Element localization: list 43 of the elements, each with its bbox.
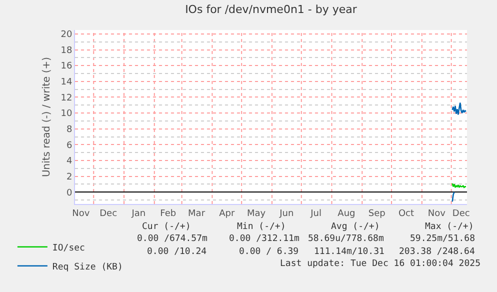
x-tick-label: Dec — [100, 208, 118, 219]
chart-title: IOs for /dev/nvme0n1 - by year — [185, 2, 358, 16]
y-tick-label: 8 — [66, 125, 72, 136]
x-tick-label: Sep — [368, 208, 386, 219]
x-tick-label: Apr — [219, 208, 235, 219]
legend-label: IO/sec — [52, 243, 85, 254]
legend-label: Req Size (KB) — [52, 262, 123, 272]
text: 111.14m/10.31 — [314, 247, 384, 257]
x-tick-label: Nov — [428, 208, 446, 219]
text: Min (-/+) — [237, 222, 286, 232]
text: Max (-/+) — [425, 222, 474, 232]
y-tick-label: 2 — [66, 172, 72, 182]
x-tick-label: Aug — [338, 208, 356, 219]
y-tick-label: 12 — [60, 93, 72, 104]
text: 58.69u/778.68m — [308, 234, 384, 244]
text: Avg (-/+) — [331, 222, 380, 232]
y-axis-title: Units read (-) / write (+) — [42, 56, 53, 178]
x-tick-label: Feb — [160, 208, 176, 219]
y-tick-label: 10 — [60, 109, 72, 120]
text: Cur (-/+) — [142, 222, 191, 232]
line-series — [452, 102, 467, 116]
y-tick-label: 20 — [60, 30, 72, 40]
y-tick-label: 6 — [66, 140, 72, 151]
text: 0.00 / 6.39 — [239, 247, 299, 257]
text: 59.25m/51.68 — [410, 234, 476, 244]
x-tick-label: Dec — [452, 208, 470, 219]
x-tick-label: Mar — [188, 208, 206, 219]
text: 0.00 /674.57m — [137, 234, 208, 244]
text: 0.00 /10.24 — [147, 247, 207, 257]
x-tick-label: Oct — [398, 208, 414, 219]
y-tick-label: 16 — [60, 62, 72, 72]
y-tick-label: 4 — [66, 156, 72, 167]
y-tick-label: 18 — [60, 46, 72, 56]
text: Last update: Tue Dec 16 01:00:04 2025 — [280, 259, 480, 269]
x-tick-label: Jan — [130, 208, 146, 219]
text: 0.00 /312.11m — [229, 234, 300, 244]
x-tick-label: Jul — [310, 208, 322, 219]
x-tick-label: Nov — [72, 208, 90, 219]
text: 203.38 /248.64 — [399, 247, 475, 257]
y-tick-label: 0 — [66, 188, 72, 198]
x-tick-label: May — [246, 208, 266, 219]
y-tick-label: 14 — [60, 78, 72, 88]
x-tick-label: Jun — [278, 208, 294, 219]
